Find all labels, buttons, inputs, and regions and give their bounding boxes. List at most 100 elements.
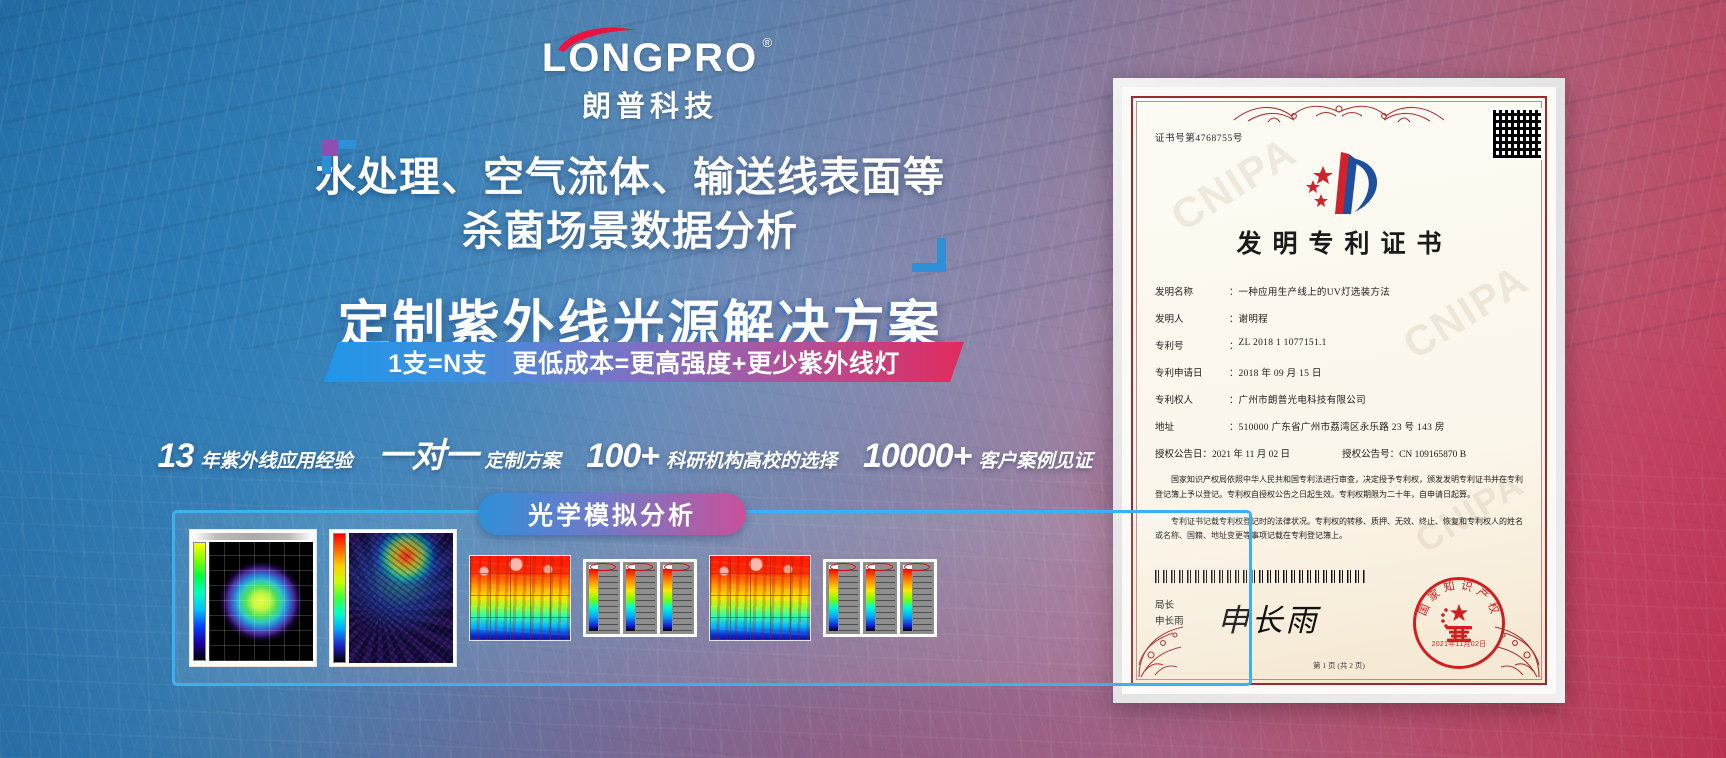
field-value: 510000 广东省广州市荔湾区永乐路 23 号 143 房 xyxy=(1238,423,1445,433)
colorbar-icon xyxy=(193,542,206,661)
grant-no-label: 授权公告号 xyxy=(1342,450,1390,460)
highlight-ring-icon xyxy=(627,563,653,571)
field-key: 地址 xyxy=(1155,423,1175,433)
patent-certificate: CNIPA CNIPA CNIPA 证书号第4768755号 发明专利证书 发明 xyxy=(1113,78,1565,703)
highlight-ring-icon xyxy=(867,563,893,571)
legend-ticks xyxy=(876,566,895,631)
certificate-field: 专利号 ： ZL 2018 1 1077151.1 xyxy=(1155,338,1523,352)
plot-grid xyxy=(209,542,313,661)
field-colon: ： xyxy=(1229,315,1239,325)
certificate-page: CNIPA CNIPA CNIPA 证书号第4768755号 发明专利证书 发明 xyxy=(1131,96,1547,685)
stats-row: 13 年紫外线应用经验 一对一 定制方案 100+ 科研机构高校的选择 1000… xyxy=(120,428,1130,477)
heatmap-plot xyxy=(710,556,810,640)
plot-grid xyxy=(710,556,810,640)
stat-number: 100+ xyxy=(586,437,660,475)
legend-group-2 xyxy=(823,559,937,637)
ornament-top-icon xyxy=(1233,105,1445,123)
certificate-field: 发明人 ： 谢明程 xyxy=(1155,311,1523,325)
field-colon: ： xyxy=(1229,396,1239,406)
simulation-thumb-heatmap-1[interactable] xyxy=(469,555,571,641)
certificate-mat: CNIPA CNIPA CNIPA 证书号第4768755号 发明专利证书 发明 xyxy=(1122,87,1556,694)
colorbar-icon xyxy=(333,533,346,663)
legend-ticks xyxy=(839,566,858,631)
headline-line-2: 杀菌场景数据分析 xyxy=(462,208,798,255)
grant-no: 授权公告号：CN 109165870 B xyxy=(1342,450,1467,460)
plot-title-bar xyxy=(193,533,313,540)
field-key: 专利申请日 xyxy=(1155,369,1203,379)
plot-body xyxy=(193,542,313,661)
stat-number: 13 xyxy=(157,437,195,475)
plot-grid xyxy=(470,556,570,640)
simulation-thumb-contour[interactable] xyxy=(189,529,317,667)
field-key: 专利权人 xyxy=(1155,396,1194,406)
certificate-fields: 发明名称 ： 一种应用生产线上的UV灯选装方法 发明人 ： 谢明程 专利号 ： … xyxy=(1155,284,1523,460)
legend-scale xyxy=(900,562,934,634)
brand-name-en-wrap: LONGPRO ® xyxy=(542,27,772,78)
grant-date-label: 授权公告日 xyxy=(1155,450,1203,460)
stat-number: 10000+ xyxy=(863,437,972,475)
grant-date-value: 2021 年 11 月 02 日 xyxy=(1212,450,1291,460)
seal-date: 2021年11月02日 xyxy=(1431,641,1487,649)
director-label: 局长 xyxy=(1155,601,1175,612)
simulation-thumb-heatmap-2[interactable] xyxy=(709,555,811,641)
plot-noise xyxy=(349,533,453,663)
director-signature: 申长雨 xyxy=(1217,603,1320,639)
stat-label: 科研机构高校的选择 xyxy=(666,451,838,472)
certificate-paragraph-1: 国家知识产权局依照中华人民共和国专利法进行审查，决定授予专利权，颁发发明专利证书… xyxy=(1155,475,1523,499)
certificate-field: 地址 ： 510000 广东省广州市荔湾区永乐路 23 号 143 房 xyxy=(1155,419,1523,433)
brand-logo: LONGPRO ® 朗普科技 xyxy=(520,27,780,125)
headline-line-1: 水处理、空气流体、输送线表面等 xyxy=(315,154,945,200)
stat-label: 客户案例见证 xyxy=(978,451,1093,472)
brand-name-cn: 朗普科技 xyxy=(581,91,718,123)
highlight-ring-icon xyxy=(664,563,690,571)
bracket-top-left-icon xyxy=(322,140,356,174)
certificate-field: 发明名称 ： 一种应用生产线上的UV灯选装方法 xyxy=(1155,284,1523,298)
colorbar-icon xyxy=(626,565,635,631)
highlight-ring-icon xyxy=(590,563,616,571)
official-seal: 国家知识产权局 2021年11月02日 xyxy=(1413,577,1505,670)
certificate-number: 证书号第4768755号 xyxy=(1155,134,1243,144)
colorbar-icon xyxy=(589,565,598,631)
field-value: 一种应用生产线上的UV灯选装方法 xyxy=(1238,288,1391,298)
barcode xyxy=(1155,570,1365,584)
field-key: 发明名称 xyxy=(1155,288,1194,298)
field-colon: ： xyxy=(1229,369,1239,379)
legend-scale xyxy=(826,562,860,634)
heatmap-plot xyxy=(470,556,570,640)
stat-number: 一对一 xyxy=(378,437,478,475)
ornament-bottom-left-icon xyxy=(1138,626,1184,678)
legend-ticks xyxy=(673,566,692,631)
headline-block: 水处理、空气流体、输送线表面等 杀菌场景数据分析 xyxy=(300,140,960,273)
cnipa-logo xyxy=(1155,148,1523,222)
grant-date: 授权公告日：2021 年 11 月 02 日 xyxy=(1155,450,1291,460)
ornament-bottom-right-icon xyxy=(1494,626,1540,678)
grant-no-value: CN 109165870 B xyxy=(1399,450,1467,460)
stat-item: 一对一 定制方案 xyxy=(378,428,560,477)
stat-item: 10000+ 客户案例见证 xyxy=(863,437,1092,476)
simulation-thumb-speckle[interactable] xyxy=(329,529,457,667)
sub-headline-bar: 1支=N支 更低成本=更高强度+更少紫外线灯 xyxy=(324,342,964,382)
page-footer: 第 1 页 (共 2 页) xyxy=(1313,661,1365,670)
registered-mark: ® xyxy=(762,35,775,50)
stat-item: 13 年紫外线应用经验 xyxy=(158,437,353,476)
legend-scale xyxy=(660,562,694,634)
certificate-title: 发明专利证书 xyxy=(1236,231,1453,258)
speckle-plot xyxy=(349,533,453,663)
stat-label: 定制方案 xyxy=(484,451,561,472)
highlight-ring-icon xyxy=(830,563,856,571)
legend-ticks xyxy=(599,566,618,631)
certificate-field: 专利权人 ： 广州市朗普光电科技有限公司 xyxy=(1155,392,1523,406)
simulation-gallery xyxy=(172,510,1252,686)
qr-code-pattern xyxy=(1493,110,1541,158)
legend-scale xyxy=(586,562,620,634)
field-value: 谢明程 xyxy=(1238,315,1268,325)
colorbar-icon xyxy=(829,565,838,631)
certificate-grant-row: 授权公告日：2021 年 11 月 02 日 授权公告号：CN 10916587… xyxy=(1155,446,1523,460)
field-colon: ： xyxy=(1229,423,1239,433)
bracket-bottom-right-icon xyxy=(912,238,946,273)
highlight-ring-icon xyxy=(904,563,930,571)
legend-ticks xyxy=(636,566,655,631)
contour-plot xyxy=(209,542,313,661)
colorbar-icon xyxy=(663,565,672,631)
legend-scale xyxy=(863,562,897,634)
